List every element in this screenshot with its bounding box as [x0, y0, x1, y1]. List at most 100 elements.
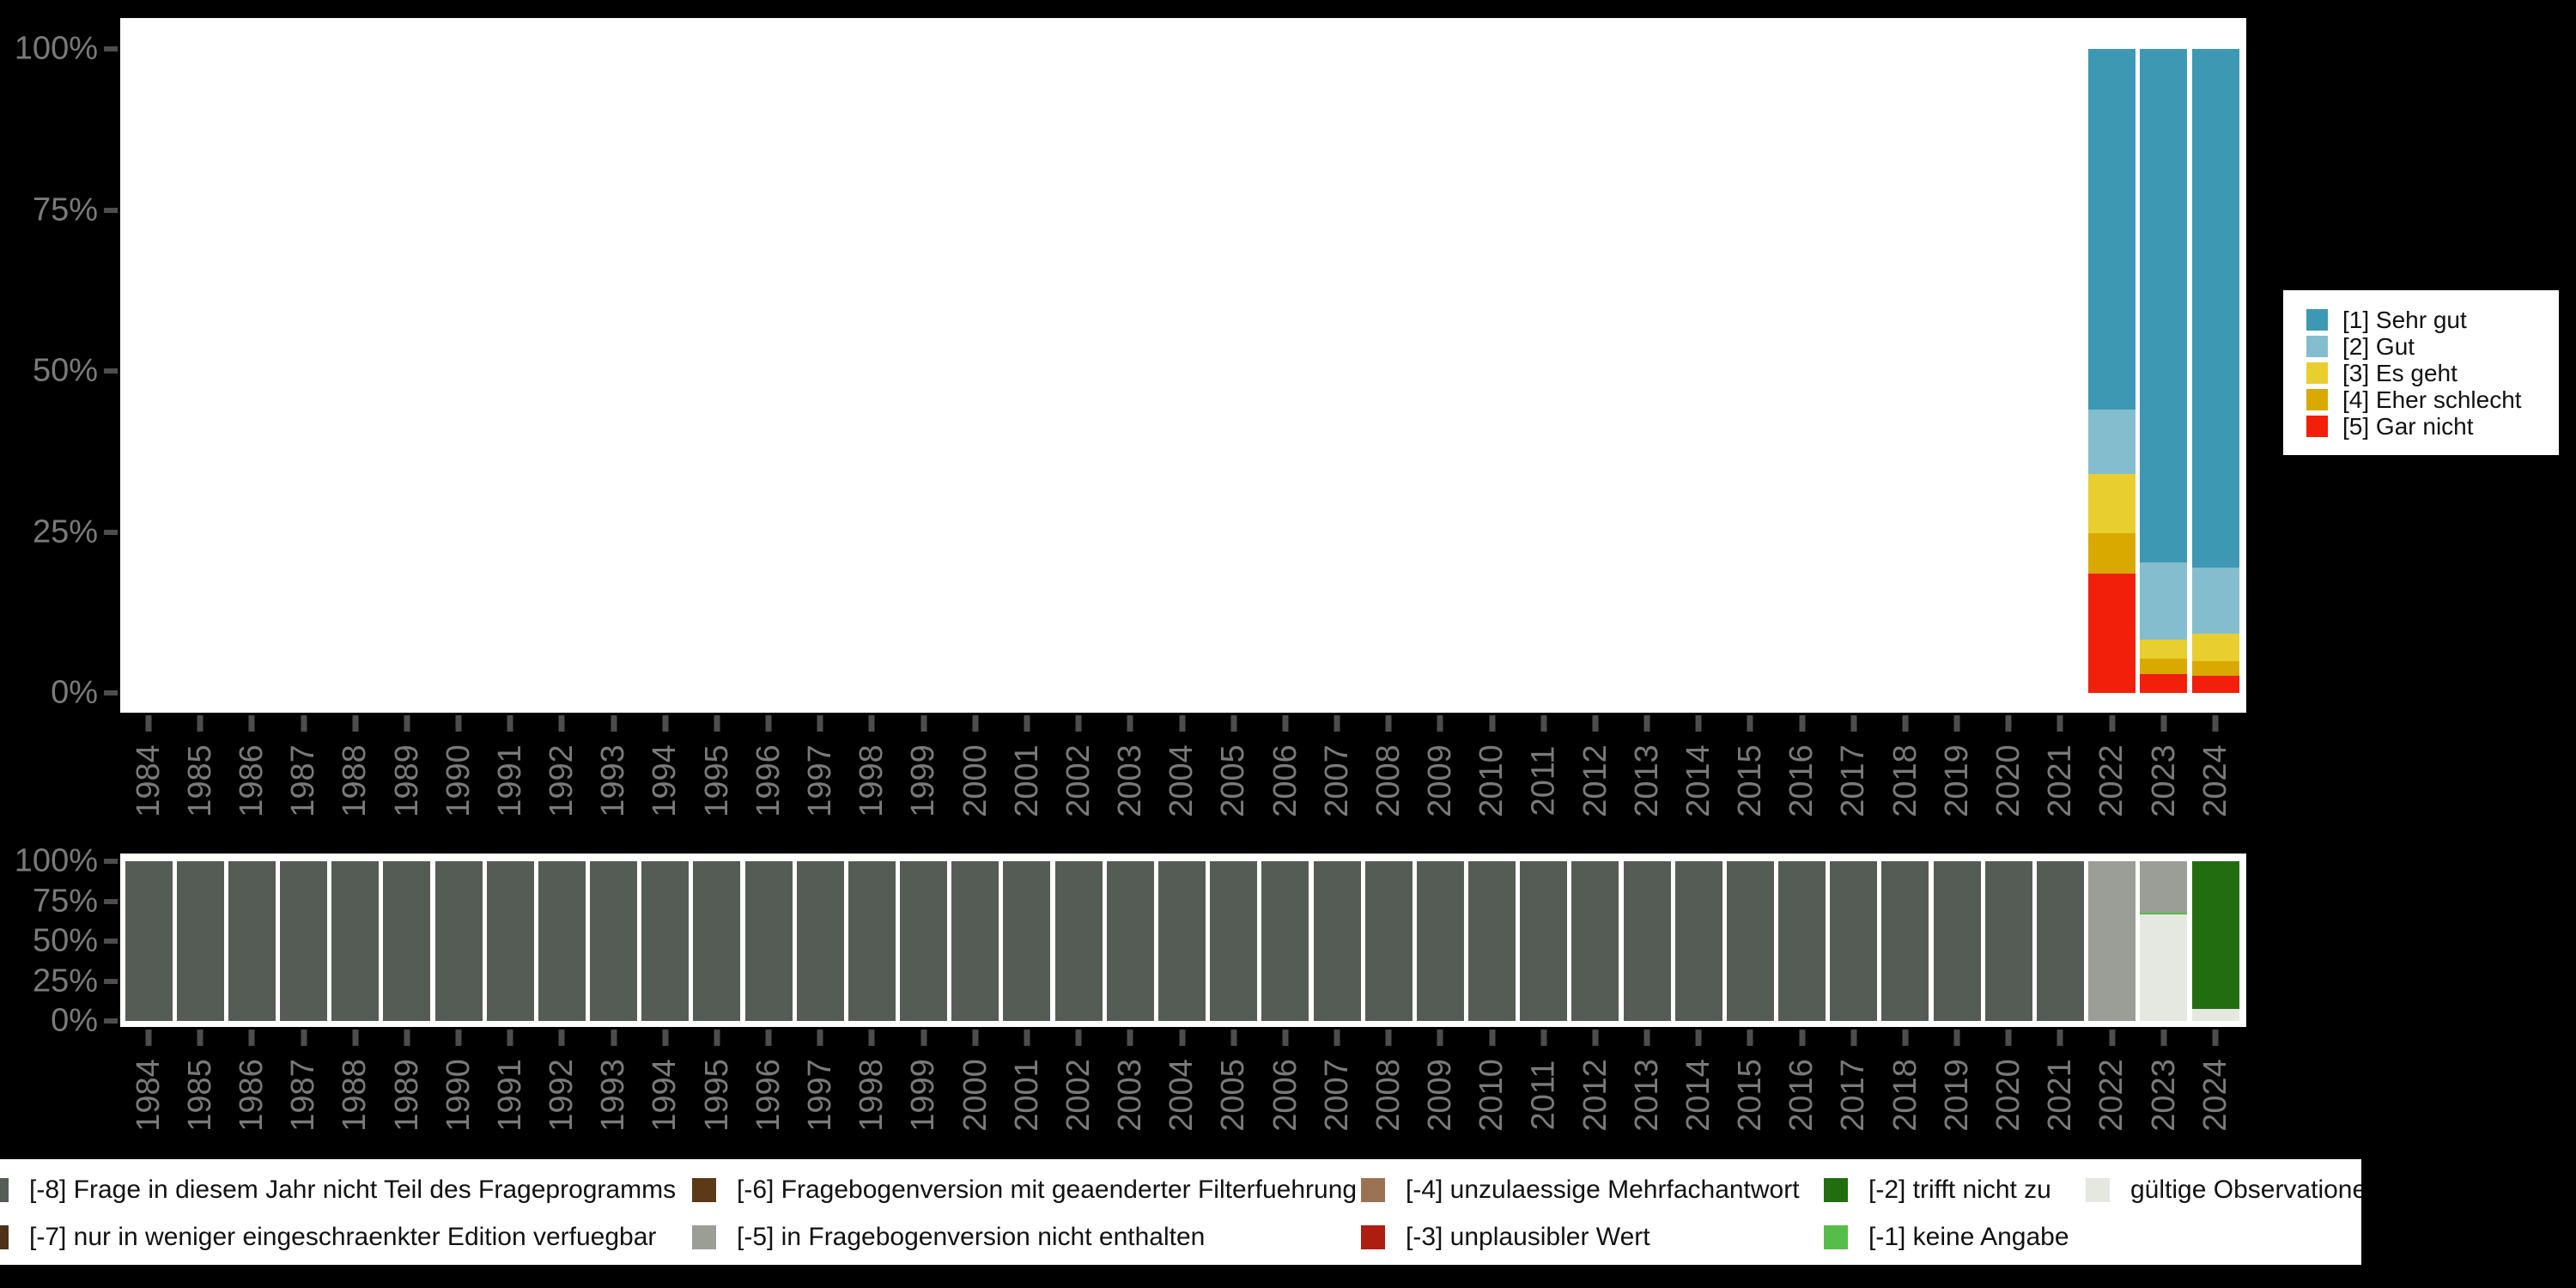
answers-x-axis-tick: [765, 715, 772, 732]
bar-segment-2017[interactable]: [1830, 861, 1878, 1021]
bar-segment-2000[interactable]: [951, 861, 999, 1021]
bar-segment-2011[interactable]: [1520, 861, 1568, 1021]
bar-segment-1988[interactable]: [331, 861, 380, 1021]
bar-segment-1986[interactable]: [228, 861, 276, 1021]
bar-segment-1995[interactable]: [693, 861, 741, 1021]
answer-legend-swatch: [2306, 389, 2328, 410]
answers-x-axis-tick: [2212, 715, 2219, 732]
bar-segment-2023[interactable]: [2140, 912, 2188, 914]
answer-legend-item: [4] Eher schlecht: [2306, 386, 2559, 413]
bar-segment-2024[interactable]: [2191, 1008, 2239, 1021]
bar-segment-2018[interactable]: [1881, 861, 1929, 1021]
missing-x-axis-tick: [868, 1030, 875, 1046]
bar-segment-1999[interactable]: [900, 861, 948, 1021]
bar-segment-2006[interactable]: [1261, 861, 1309, 1021]
missing-legend-label: [-2] trifft nicht zu: [1868, 1176, 2051, 1204]
bar-segment-1993[interactable]: [590, 861, 638, 1021]
bar-segment-2023[interactable]: [2140, 914, 2188, 1021]
bar-segment-2003[interactable]: [1106, 861, 1154, 1021]
bar-segment-2015[interactable]: [1726, 861, 1774, 1021]
missing-x-axis-tick: [1695, 1030, 1702, 1046]
bar-segment-1987[interactable]: [280, 861, 328, 1021]
bar-segment-2023[interactable]: [2140, 49, 2188, 562]
bar-segment-2022[interactable]: [2088, 861, 2136, 1021]
bar-segment-1998[interactable]: [848, 861, 896, 1021]
answers-x-axis-tick: [1540, 715, 1547, 732]
bar-segment-2009[interactable]: [1416, 861, 1464, 1021]
bar-segment-2021[interactable]: [2036, 861, 2084, 1021]
bar-segment-2008[interactable]: [1364, 861, 1413, 1021]
missing-x-axis-tick: [197, 1030, 204, 1046]
answers-x-axis-tick: [1179, 715, 1185, 732]
bar-segment-2010[interactable]: [1468, 861, 1516, 1021]
missing-legend-item: [-6] Fragebogenversion mit geaenderter F…: [692, 1176, 1357, 1204]
missing-x-axis-tick: [1282, 1030, 1289, 1046]
missing-legend-column: [-4] unzulaessige Mehrfachantwort [-3] un…: [1361, 1159, 2134, 1265]
answers-y-axis-label: 25%: [32, 513, 98, 550]
bar-segment-2004[interactable]: [1158, 861, 1206, 1021]
answers-x-axis-tick: [1230, 715, 1237, 732]
bar-segment-2024[interactable]: [2191, 660, 2239, 676]
bar-segment-2022[interactable]: [2088, 49, 2136, 410]
bar-segment-2024[interactable]: [2191, 861, 2239, 1009]
answer-legend-item: [1] Sehr gut: [2306, 307, 2559, 333]
missing-x-axis-tick: [765, 1030, 772, 1046]
missing-x-axis-tick: [1643, 1030, 1650, 1046]
missing-legend-column: [-6] Fragebogenversion mit geaenderter F…: [692, 1159, 1465, 1265]
missing-x-axis-tick: [1489, 1030, 1496, 1046]
bar-segment-2013[interactable]: [1623, 861, 1671, 1021]
missing-x-axis-tick: [714, 1030, 720, 1046]
answer-legend-swatch: [2306, 309, 2328, 331]
bar-segment-2023[interactable]: [2140, 562, 2188, 640]
bar-segment-1997[interactable]: [796, 861, 844, 1021]
missing-x-axis-tick: [145, 1030, 152, 1046]
bar-segment-2014[interactable]: [1674, 861, 1722, 1021]
answer-legend-swatch: [2306, 416, 2328, 437]
bar-segment-1994[interactable]: [641, 861, 690, 1021]
missing-legend-label: gültige Observationen: [2130, 1176, 2361, 1204]
bar-segment-1992[interactable]: [538, 861, 586, 1021]
bar-segment-1985[interactable]: [176, 861, 224, 1021]
bar-segment-2024[interactable]: [2191, 675, 2239, 693]
bar-segment-2024[interactable]: [2191, 567, 2239, 634]
bar-segment-2020[interactable]: [1984, 861, 2032, 1021]
answers-x-axis-tick: [1747, 715, 1753, 732]
missing-legend-swatch: [1361, 1225, 1385, 1249]
missing-x-axis-tick: [2057, 1030, 2063, 1046]
bar-segment-1984[interactable]: [125, 861, 173, 1021]
bar-segment-2023[interactable]: [2140, 673, 2188, 693]
missing-y-axis-label: 25%: [32, 963, 98, 999]
bar-segment-2024[interactable]: [2191, 49, 2239, 568]
bar-segment-2022[interactable]: [2088, 410, 2136, 474]
missing-x-axis-tick: [352, 1030, 359, 1046]
bar-segment-2022[interactable]: [2088, 533, 2136, 574]
bar-segment-1991[interactable]: [486, 861, 534, 1021]
bar-segment-2022[interactable]: [2088, 474, 2136, 533]
bar-segment-2019[interactable]: [1933, 861, 1981, 1021]
bar-segment-2016[interactable]: [1778, 861, 1826, 1021]
missing-x-axis-tick: [972, 1030, 979, 1046]
bar-segment-1990[interactable]: [434, 861, 483, 1021]
answer-legend-label: [4] Eher schlecht: [2342, 386, 2522, 413]
bar-segment-2024[interactable]: [2191, 634, 2239, 661]
answers-x-axis-label: 2024: [2164, 732, 2267, 829]
bar-segment-1996[interactable]: [744, 861, 793, 1021]
bar-segment-2022[interactable]: [2088, 573, 2136, 693]
bar-segment-2005[interactable]: [1210, 861, 1258, 1021]
answers-x-axis-tick: [352, 715, 359, 732]
answers-x-axis-tick: [2109, 715, 2116, 732]
bar-segment-2012[interactable]: [1571, 861, 1619, 1021]
bar-segment-2001[interactable]: [1003, 861, 1051, 1021]
bar-segment-1989[interactable]: [383, 861, 431, 1021]
bar-segment-2007[interactable]: [1313, 861, 1361, 1021]
bar-segment-2023[interactable]: [2140, 639, 2188, 659]
bar-segment-2002[interactable]: [1054, 861, 1103, 1021]
answers-x-axis-tick: [662, 715, 669, 732]
bar-segment-2023[interactable]: [2140, 861, 2188, 913]
bar-segment-2023[interactable]: [2140, 658, 2188, 674]
answers-x-axis-tick: [1127, 715, 1133, 732]
missing-legend-item: [-7] nur in weniger eingeschraenkter Edi…: [0, 1223, 656, 1251]
missing-x-axis-tick: [1592, 1030, 1599, 1046]
missing-x-axis-tick: [1437, 1030, 1443, 1046]
missing-legend-swatch: [1824, 1225, 1848, 1249]
